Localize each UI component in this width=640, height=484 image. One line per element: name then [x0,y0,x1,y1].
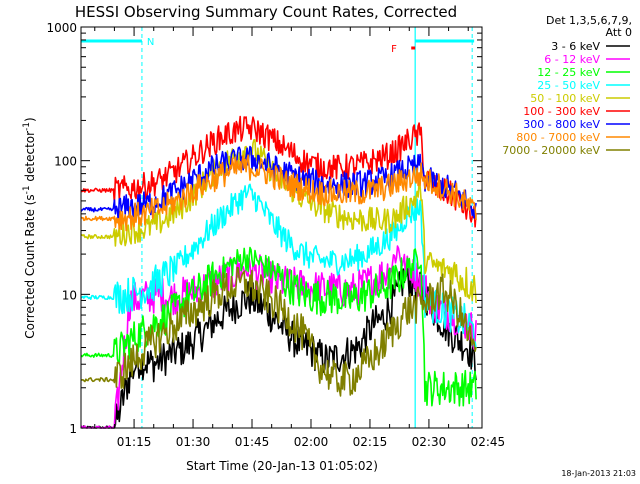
x-tick-label-3: 02:00 [294,435,329,449]
y-tick-label-0: 1 [69,422,77,436]
series-line-3 [80,183,477,349]
annotation-markers: NF [81,37,475,55]
y-tick-label-1: 10 [62,288,77,302]
series-line-7 [80,154,477,232]
timestamp: 18-Jan-2013 21:03 [561,469,636,478]
legend-header-line1: Det 1,3,5,6,7,9, [546,14,632,27]
legend-label-6: 300 - 800 keV [523,118,600,131]
x-tick-label-4: 02:15 [353,435,388,449]
axes-group: 01:15 01:30 01:45 02:00 02:15 02:30 02:45 1 10 10… [46,21,505,449]
night-marker-label: N [147,37,154,48]
y-tick-label-2: 100 [54,155,77,169]
y-tick-label-3: 1000 [46,21,77,35]
legend-label-3: 25 - 50 keV [537,79,600,92]
series-line-1 [80,245,477,429]
y-axis-label-mid: detector [23,131,37,186]
y-axis-label-sup2: -1 [22,122,32,131]
x-tick-label-6: 02:45 [471,435,506,449]
legend-label-0: 3 - 6 keV [551,40,600,53]
x-tick-label-2: 01:45 [235,435,270,449]
series-line-6 [80,145,477,223]
x-tick-label-5: 02:30 [412,435,447,449]
legend-label-2: 12 - 25 keV [537,66,600,79]
legend-label-7: 800 - 7000 keV [516,131,600,144]
y-axis-label-sup1: -1 [22,185,32,194]
y-axis-label-end: ) [23,117,37,122]
x-axis-label: Start Time (20-Jan-13 01:05:02) [186,459,378,473]
legend-label-4: 50 - 100 keV [530,92,600,105]
plot-frame [80,26,483,429]
flare-marker-label: F [391,44,397,55]
annotation-lines [141,27,473,428]
legend-label-1: 6 - 12 keV [544,53,600,66]
series-line-8 [80,266,477,397]
series-group [80,115,477,429]
y-axis-label: Corrected Count Rate (s-1 detector-1) [22,117,37,338]
legend-header-line2: Att 0 [606,26,632,39]
legend-label-5: 100 - 300 keV [523,105,600,118]
legend-label-8: 7000 - 20000 keV [502,144,600,157]
x-tick-label-0: 01:15 [117,435,152,449]
x-tick-label-1: 01:30 [176,435,211,449]
y-axis-label-main: Corrected Count Rate (s [23,194,37,338]
chart-title: HESSI Observing Summary Count Rates, Cor… [75,3,457,21]
